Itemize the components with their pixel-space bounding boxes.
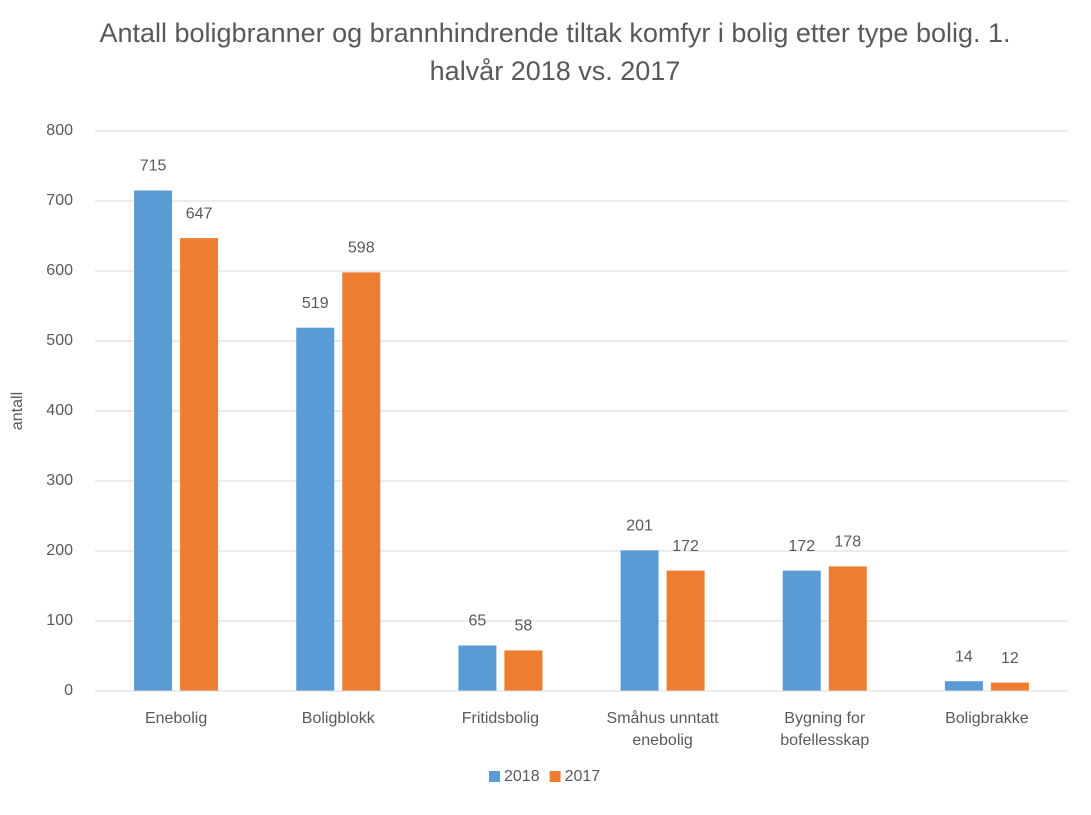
x-tick-label: Boligbrakke <box>945 710 1029 727</box>
data-label: 178 <box>834 534 861 551</box>
bar <box>666 570 705 691</box>
legend-swatch <box>489 771 500 782</box>
x-tick-label: Småhus unntatt enebolig <box>606 710 719 749</box>
bar <box>782 570 821 691</box>
bar <box>134 190 173 691</box>
bar <box>180 238 219 691</box>
data-label: 172 <box>788 538 815 555</box>
y-axis-label: antall <box>9 392 26 430</box>
bar <box>458 645 497 691</box>
x-tick-label: Bygning for bofellesskap <box>780 710 870 749</box>
data-label: 647 <box>186 205 213 222</box>
y-tick-label: 800 <box>46 122 73 139</box>
y-tick-label: 400 <box>46 402 73 419</box>
data-label: 65 <box>469 613 487 630</box>
x-tick-label: Boligblokk <box>301 710 375 727</box>
data-label: 14 <box>955 648 973 665</box>
bar <box>944 681 983 691</box>
bar <box>296 327 335 691</box>
chart-title: Antall boligbranner og brannhindrende ti… <box>99 18 1011 86</box>
data-label: 519 <box>302 295 329 312</box>
bar <box>504 650 543 691</box>
data-label: 172 <box>672 538 699 555</box>
data-label: 201 <box>626 518 653 535</box>
data-label: 715 <box>140 158 167 175</box>
bar <box>342 272 381 691</box>
y-tick-label: 100 <box>46 612 73 629</box>
data-label: 598 <box>348 240 375 257</box>
y-tick-label: 500 <box>46 332 73 349</box>
y-tick-label: 200 <box>46 542 73 559</box>
legend-label: 2018 <box>504 768 540 785</box>
y-tick-label: 300 <box>46 472 73 489</box>
data-label: 12 <box>1001 650 1019 667</box>
x-tick-label: Fritidsbolig <box>461 710 540 727</box>
bar <box>828 566 867 691</box>
y-tick-label: 0 <box>64 682 73 699</box>
bar <box>990 682 1029 691</box>
x-tick-label: Enebolig <box>144 710 208 727</box>
bar <box>620 550 659 691</box>
legend-swatch <box>549 771 561 782</box>
y-tick-label: 700 <box>46 192 73 209</box>
legend-label: 2017 <box>565 768 601 785</box>
data-label: 58 <box>515 618 533 635</box>
y-tick-label: 600 <box>46 262 73 279</box>
